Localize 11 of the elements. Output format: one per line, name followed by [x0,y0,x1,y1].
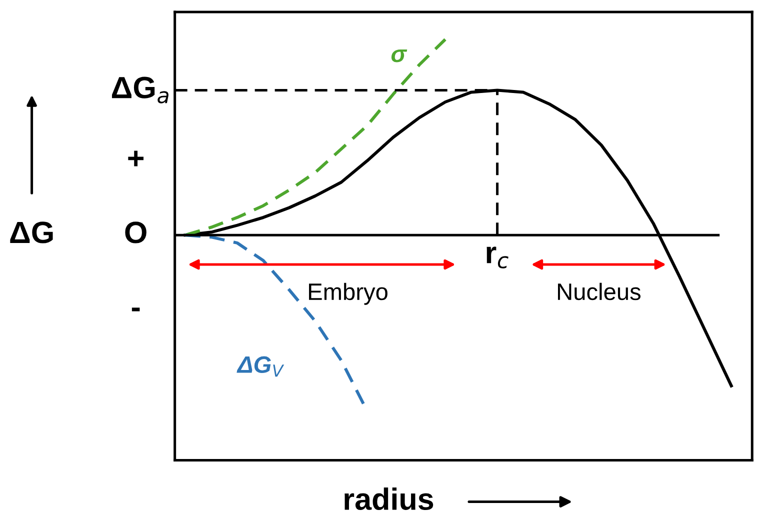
series-label: ΔG$_{V}$ [236,356,284,377]
annotation: Embryo [309,282,388,305]
text: O [125,222,146,244]
text: - [132,308,140,312]
annotation: r$_{c}$ [486,246,508,268]
series-label: σ [391,50,408,62]
text: + [128,150,144,166]
annotation: Nucleus [558,282,641,300]
x-axis-title: radius [344,488,434,510]
ref-line-label: ΔG$_{a}$ [112,76,168,104]
y-axis-title: ΔG [10,222,53,244]
